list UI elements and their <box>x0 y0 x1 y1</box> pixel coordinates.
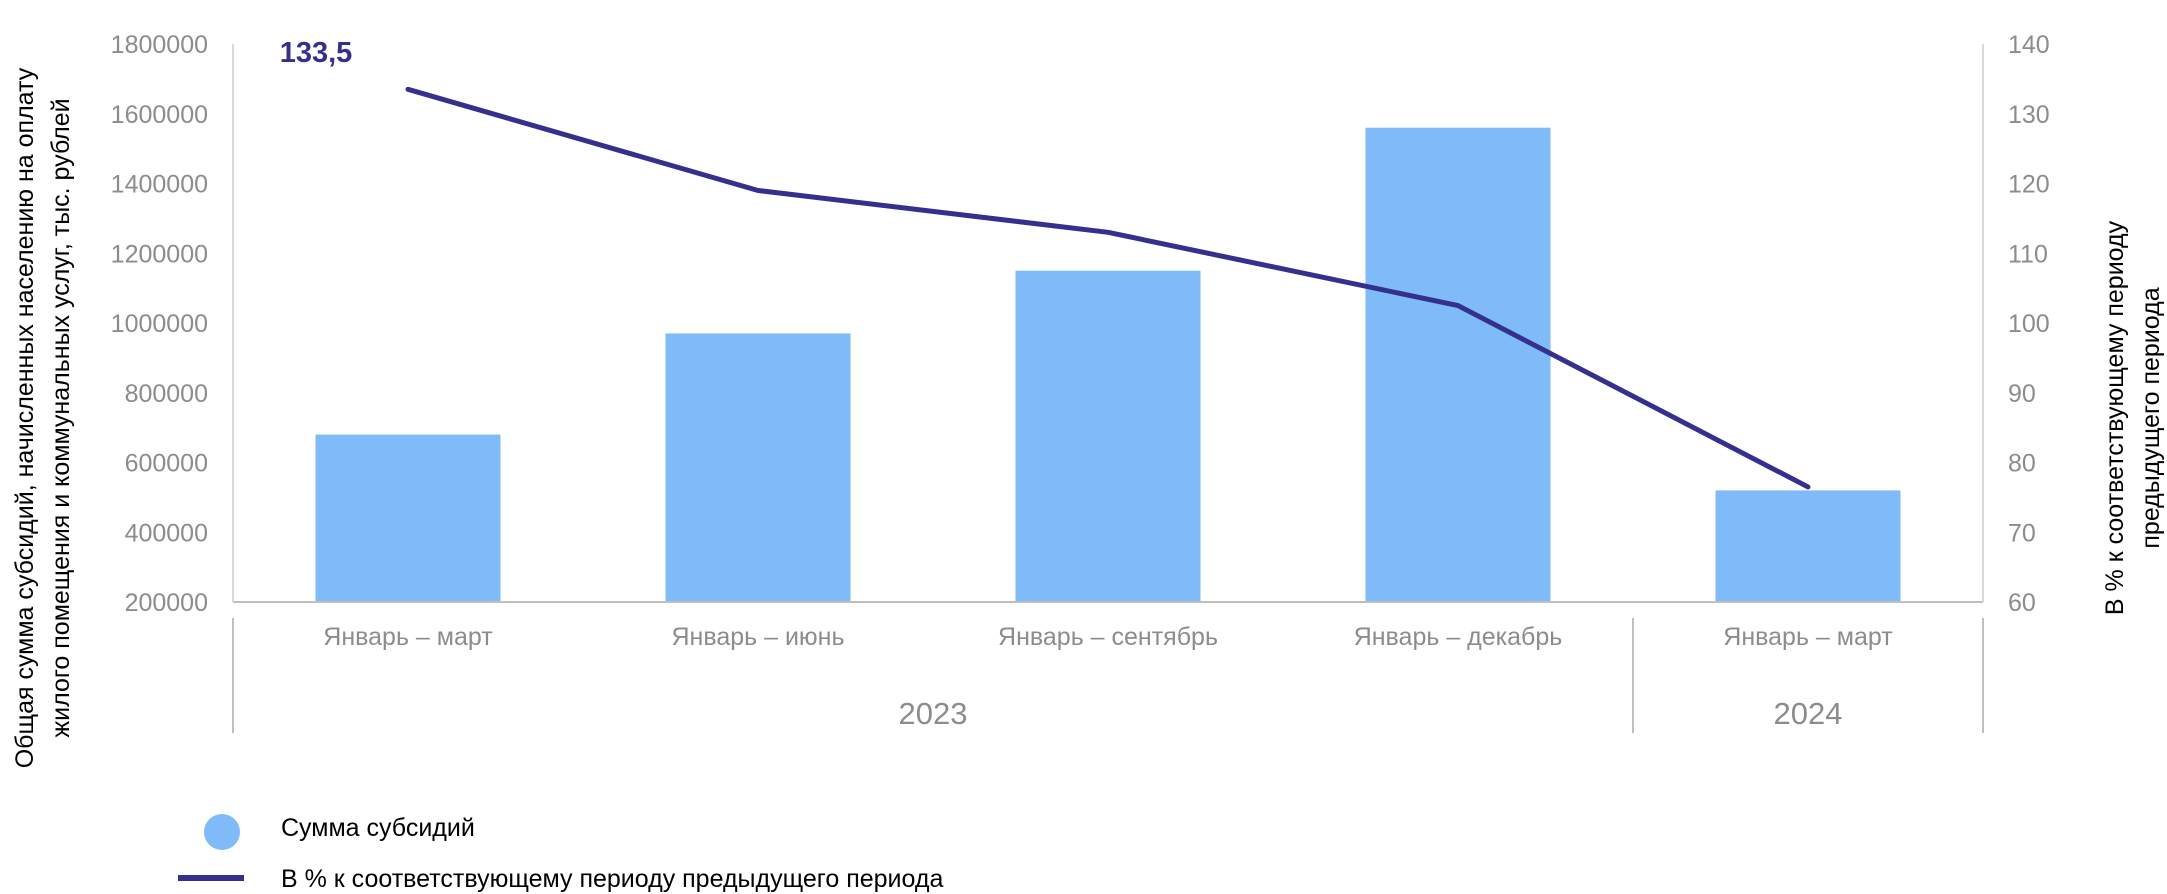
right-tick-label: 60 <box>2008 589 2036 617</box>
right-tick-label: 90 <box>2008 380 2036 408</box>
right-axis-title-line: предыдущего периода <box>2137 287 2165 548</box>
right-tick-label: 130 <box>2008 101 2050 129</box>
legend-label: В % к соответствующему периоду предыдуще… <box>281 865 943 893</box>
category-label: Январь – сентябрь <box>998 623 1218 651</box>
left-axis-title: Общая сумма субсидий, начисленных населе… <box>11 67 75 768</box>
left-tick-label: 1200000 <box>111 240 208 268</box>
left-tick-label: 600000 <box>125 450 208 478</box>
right-tick-label: 100 <box>2008 310 2050 338</box>
year-label: 2023 <box>899 696 968 731</box>
left-axis-ticks: 200000 400000 600000 800000 1000000 1200000 14… <box>111 31 208 617</box>
left-tick-label: 1400000 <box>111 171 208 199</box>
right-axis-title: В % к соответствующему периоду предыдущег… <box>2101 220 2165 615</box>
data-labels: 133,5 <box>280 37 353 69</box>
year-group-labels: 2023 2024 <box>899 696 1843 731</box>
data-label: 133,5 <box>280 37 353 69</box>
category-label: Январь – июнь <box>671 623 844 651</box>
line-path <box>405 86 1811 490</box>
axis-titles: Общая сумма субсидий, начисленных населе… <box>11 67 2165 768</box>
left-axis-title-line: жилого помещения и коммунальных услуг, т… <box>47 98 75 737</box>
bar <box>665 333 851 602</box>
left-tick-label: 1000000 <box>111 310 208 338</box>
left-tick-label: 1600000 <box>111 101 208 129</box>
year-label: 2024 <box>1774 696 1843 731</box>
legend-swatch-bar <box>204 814 240 850</box>
legend-label: Сумма субсидий <box>281 814 475 842</box>
right-tick-label: 110 <box>2008 240 2048 268</box>
bar-series <box>315 127 1901 602</box>
left-tick-label: 200000 <box>125 589 208 617</box>
right-axis-title-line: В % к соответствующему периоду <box>2101 220 2129 615</box>
left-tick-label: 400000 <box>125 519 208 547</box>
axes <box>232 44 1984 733</box>
right-tick-label: 140 <box>2008 31 2050 59</box>
bar <box>315 434 501 602</box>
line-series <box>405 86 1811 490</box>
bar <box>1715 490 1901 602</box>
left-tick-label: 800000 <box>125 380 208 408</box>
category-label: Январь – декабрь <box>1354 623 1563 651</box>
right-tick-label: 70 <box>2008 519 2036 547</box>
category-label: Январь – март <box>1723 623 1893 651</box>
right-tick-label: 120 <box>2008 171 2050 199</box>
right-tick-label: 80 <box>2008 450 2036 478</box>
category-label: Январь – март <box>323 623 493 651</box>
bar <box>1015 270 1201 602</box>
category-labels: Январь – март Январь – июнь Январь – сентя… <box>323 623 1893 651</box>
bar <box>1365 127 1551 602</box>
right-axis-ticks: 60 70 80 90 100 110 120 130 140 <box>2008 31 2050 617</box>
legend: Сумма субсидий В % к соответствующему пер… <box>178 814 943 893</box>
left-axis-title-line: Общая сумма субсидий, начисленных населе… <box>11 67 39 768</box>
left-tick-label: 1800000 <box>111 31 208 59</box>
